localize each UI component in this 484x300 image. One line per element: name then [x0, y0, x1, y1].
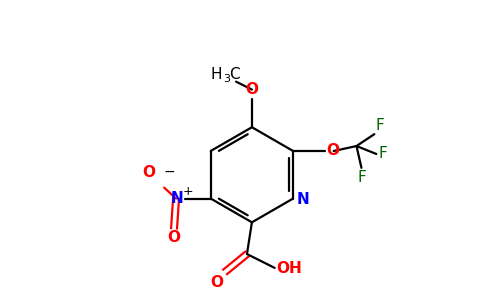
Text: O: O — [167, 230, 181, 245]
Text: F: F — [357, 170, 366, 185]
Text: O: O — [245, 82, 258, 98]
Text: C: C — [229, 67, 240, 82]
Text: N: N — [171, 191, 183, 206]
Text: H: H — [211, 67, 222, 82]
Text: −: − — [163, 165, 175, 179]
Text: F: F — [375, 118, 384, 133]
Text: O: O — [210, 275, 223, 290]
Text: F: F — [378, 146, 387, 161]
Text: OH: OH — [277, 261, 302, 276]
Text: 3: 3 — [223, 74, 230, 84]
Text: +: + — [183, 185, 194, 198]
Text: O: O — [142, 165, 155, 180]
Text: N: N — [297, 192, 310, 207]
Text: O: O — [326, 143, 339, 158]
